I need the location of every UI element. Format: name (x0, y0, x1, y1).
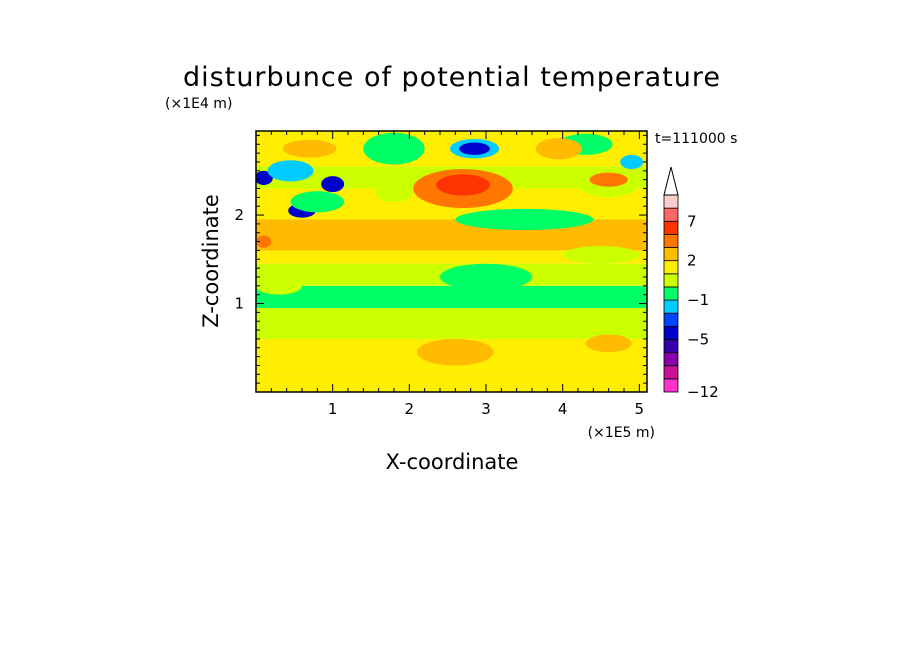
contour-blob (585, 334, 632, 353)
colorbar-label: −12 (687, 383, 719, 401)
contour-blob (535, 138, 582, 160)
colorbar-swatch (663, 352, 679, 367)
contour-field (256, 131, 647, 392)
contour-blob (363, 132, 425, 165)
x-tick-label: 5 (635, 400, 645, 418)
contour-blob (562, 246, 640, 264)
contour-band (256, 374, 647, 392)
colorbar-swatch (663, 207, 679, 222)
contour-blob (279, 228, 356, 247)
contour-band (256, 250, 647, 264)
contour-blob (267, 160, 314, 182)
y-tick-label: 2 (234, 206, 244, 224)
colorbar-swatch (663, 299, 679, 314)
colorbar-swatch (663, 260, 679, 275)
contour-blob (436, 174, 490, 196)
plot-frame (255, 130, 648, 393)
contour-blob (459, 142, 490, 155)
colorbar-swatch (663, 312, 679, 327)
colorbar-swatch (663, 339, 679, 354)
contour-blob (374, 184, 414, 202)
colorbar-swatch (663, 273, 679, 288)
contour-blob (282, 139, 337, 158)
y-axis-unit: (×1E4 m) (165, 96, 232, 112)
colorbar-label: −5 (687, 330, 709, 348)
colorbar-swatch (663, 220, 679, 235)
colorbar-swatch (663, 365, 679, 380)
axis-ticks: 1 2 3 4 5 1 2 (234, 131, 647, 418)
contour-blob (256, 235, 272, 248)
colorbar: −12−5−127 (663, 166, 719, 401)
contour-band (256, 285, 647, 308)
contour-blob (440, 263, 532, 291)
contour-blob (417, 338, 494, 366)
contour-blob (290, 191, 345, 213)
colorbar-swatch (663, 233, 679, 248)
colorbar-swatch (663, 286, 679, 301)
colorbar-label: 7 (687, 212, 697, 230)
contour-blob (256, 276, 302, 295)
x-tick-label: 3 (481, 400, 491, 418)
colorbar-label: 2 (687, 252, 697, 270)
contour-blob (256, 170, 273, 185)
y-axis-label: Z-coordinate (199, 194, 223, 328)
colorbar-swatch (663, 247, 679, 262)
colorbar-swatch (663, 378, 679, 393)
contour-blob (321, 176, 345, 193)
x-tick-label: 1 (328, 400, 338, 418)
colorbar-label: −1 (687, 291, 709, 309)
x-tick-label: 4 (558, 400, 568, 418)
x-axis-unit: (×1E5 m) (588, 425, 655, 441)
contour-blob (620, 154, 644, 170)
x-axis-label: X-coordinate (386, 450, 519, 474)
contour-blob (455, 208, 594, 231)
colorbar-extend-arrow (663, 166, 679, 196)
x-tick-label: 2 (405, 400, 415, 418)
colorbar-swatch (663, 325, 679, 340)
time-label: t=111000 s (655, 131, 737, 147)
contour-band (256, 325, 647, 339)
contour-blob (589, 172, 628, 187)
y-tick-label: 1 (234, 295, 244, 313)
colorbar-swatch (663, 194, 679, 209)
contour-band (256, 307, 647, 326)
chart-title: disturbunce of potential temperature (183, 62, 721, 93)
